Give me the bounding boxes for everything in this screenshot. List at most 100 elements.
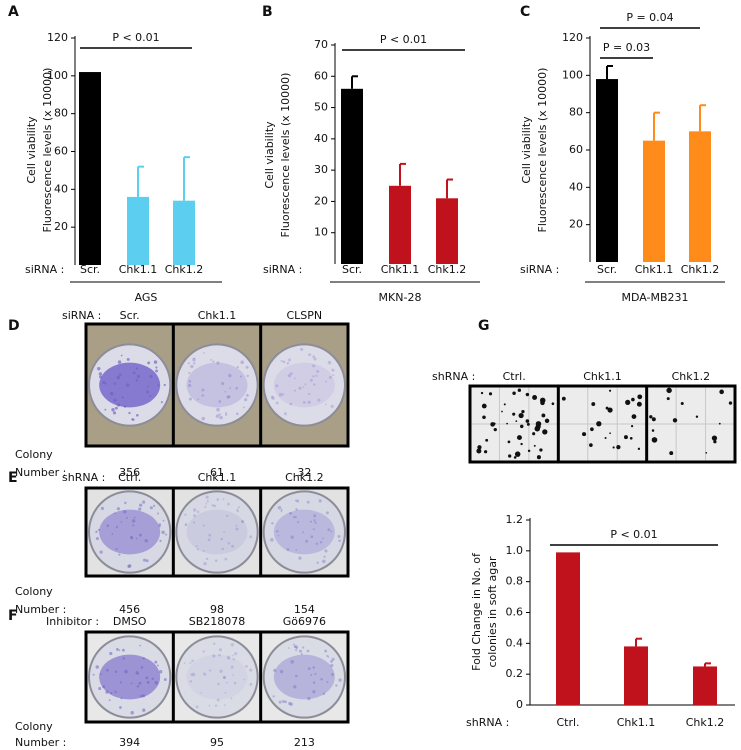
colony-speck [98, 686, 102, 691]
soft-agar-colony [589, 443, 593, 447]
p-value: P < 0.01 [610, 528, 657, 541]
bar [624, 646, 648, 705]
colony-speck [135, 367, 139, 370]
panel-letter: G [478, 318, 490, 334]
colony-speck [293, 389, 296, 392]
colony-speck [294, 645, 298, 649]
colony-speck [328, 376, 332, 379]
soft-agar-colony [520, 442, 523, 446]
soft-agar-colony [651, 437, 658, 443]
y-tick-label: 80 [569, 106, 583, 119]
soft-agar-colony [631, 397, 635, 402]
colony-speck [278, 392, 283, 397]
soft-agar-colony [525, 392, 530, 397]
y-axis-label: Fold Change in No. of [470, 552, 483, 671]
colony-speck [289, 372, 293, 376]
colony-speck [249, 535, 253, 539]
colony-speck [142, 558, 147, 562]
colony-speck [162, 519, 165, 522]
culture-dish [262, 635, 347, 719]
soft-agar-colony [525, 419, 530, 423]
colony-speck [195, 545, 198, 547]
colony-stain [99, 654, 161, 700]
colony-speck [190, 364, 194, 369]
colony-speck [273, 668, 277, 672]
colony-speck [141, 694, 146, 698]
colony-speck [188, 397, 193, 401]
colony-speck [135, 537, 138, 540]
colony-speck [228, 373, 232, 378]
colony-speck [310, 673, 313, 676]
colony-speck [293, 646, 296, 648]
colony-speck [312, 681, 316, 684]
colony-speck [249, 682, 253, 686]
colony-speck [221, 381, 225, 386]
y-tick-label: 1.0 [506, 544, 524, 557]
colony-speck [235, 525, 238, 527]
colony-speck [241, 520, 244, 523]
colony-speck [284, 700, 287, 704]
colony-speck [312, 690, 316, 694]
colony-speck [218, 653, 221, 657]
colony-speck [271, 522, 274, 525]
colony-speck [121, 396, 124, 399]
bar [643, 140, 665, 262]
colony-speck [236, 366, 239, 369]
colony-speck [123, 510, 127, 514]
x-tick-label: Scr. [342, 263, 362, 276]
colony-speck [204, 506, 207, 509]
colony-count: 61 [210, 466, 224, 479]
colony-speck [282, 360, 286, 364]
y-tick-label: 1.2 [506, 513, 524, 526]
soft-agar-colony [508, 454, 512, 458]
p-value: P < 0.01 [112, 31, 159, 44]
soft-agar-colony [636, 401, 642, 407]
row-label: shRNA : [62, 471, 105, 484]
colony-speck [307, 667, 311, 671]
colony-speck [110, 391, 114, 396]
soft-agar-colony [480, 391, 484, 395]
row-label: shRNA : [432, 370, 475, 383]
colony-speck [208, 669, 212, 672]
colony-speck [331, 657, 335, 661]
bar [556, 552, 580, 705]
soft-agar-colony [616, 445, 621, 450]
colony-speck [306, 649, 310, 653]
colony-speck [222, 675, 226, 679]
colony-speck [276, 530, 279, 533]
colony-speck [277, 506, 282, 510]
colony-speck [128, 564, 132, 568]
soft-agar-colony [506, 422, 509, 425]
colony-speck [104, 382, 107, 385]
x-tick-label: Chk1.2 [165, 263, 204, 276]
soft-agar-colony [527, 449, 531, 453]
colony-speck [138, 681, 142, 685]
colony-speck [222, 676, 226, 680]
colony-speck [206, 500, 209, 503]
colony-speck [306, 500, 310, 504]
colony-speck [316, 561, 319, 564]
colony-speck [245, 365, 249, 369]
colony-speck [312, 364, 316, 368]
x-tick-label: Chk1.2 [681, 263, 720, 276]
soft-agar-colony [539, 448, 543, 452]
soft-agar-colony [612, 446, 615, 449]
colony-speck [225, 411, 228, 414]
colony-speck [322, 537, 324, 540]
colony-speck [270, 395, 274, 399]
colony-stain [99, 509, 161, 555]
condition-label: Gö6976 [283, 615, 326, 628]
soft-agar-colony [666, 397, 670, 401]
colony-speck [293, 685, 297, 689]
colony-speck [338, 539, 341, 543]
colony-speck [214, 704, 218, 707]
colony-speck [235, 412, 239, 416]
colony-speck [218, 400, 222, 403]
x-tick-label: Chk1.1 [617, 716, 656, 729]
colony-speck [322, 692, 326, 696]
colony-speck [308, 353, 312, 357]
colony-speck [224, 557, 228, 561]
colony-speck [225, 413, 228, 416]
culture-dish [88, 490, 172, 574]
x-tick-label: Chk1.1 [635, 263, 674, 276]
